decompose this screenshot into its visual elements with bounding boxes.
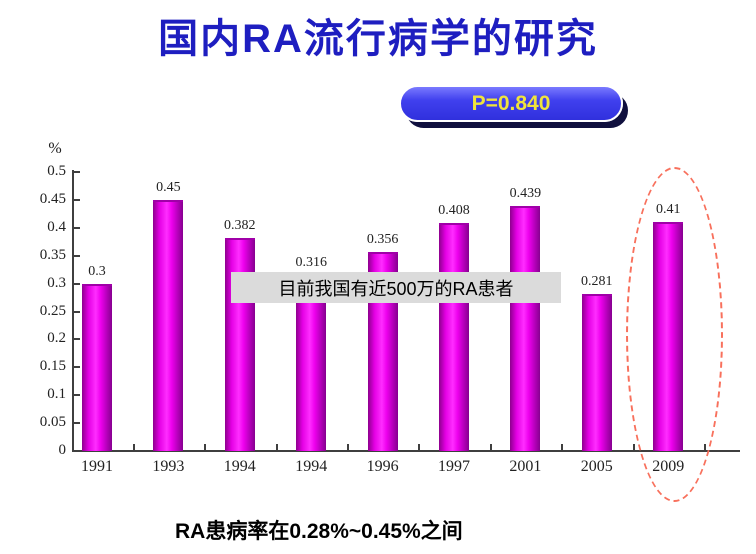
x-axis-category-label: 2005: [580, 458, 613, 475]
bar-2001: [510, 206, 541, 451]
y-axis-tick: [74, 422, 80, 425]
x-axis-tick: [132, 444, 135, 450]
footer-note: RA患病率在0.28%~0.45%之间: [175, 520, 463, 543]
bar-value-label: 0.281: [581, 274, 613, 290]
y-axis-tick: [74, 310, 80, 313]
page-title: 国内RA流行病学的研究: [158, 17, 598, 61]
x-axis-category-label: 1996: [366, 458, 399, 475]
y-axis-tick-label: 0.1: [47, 386, 66, 403]
y-axis-tick: [74, 198, 80, 201]
bar-1997: [439, 223, 469, 451]
x-axis-tick: [275, 444, 278, 450]
p-value-badge: P=0.840: [399, 85, 623, 122]
bar-value-label: 0.45: [156, 179, 181, 195]
y-axis-tick-label: 0.3: [47, 274, 66, 291]
bar-value-label: 0.382: [224, 217, 256, 233]
x-axis-category-label: 1994: [295, 458, 328, 475]
y-axis-tick-label: 0.15: [39, 358, 66, 375]
y-axis-tick-label: 0.2: [47, 330, 66, 347]
bar-1993: [153, 199, 184, 451]
bar-value-label: 0.408: [438, 203, 470, 219]
y-axis-tick-label: 0.5: [47, 163, 66, 179]
y-axis-tick: [74, 254, 80, 257]
y-axis-tick-label: 0.35: [39, 246, 66, 263]
x-axis-tick: [418, 444, 421, 450]
bar-value-label: 0.316: [295, 254, 327, 270]
p-value-label: P=0.840: [471, 91, 551, 115]
x-axis-category-label: 1991: [81, 458, 113, 475]
y-axis-tick: [74, 226, 80, 229]
x-axis-tick: [561, 444, 564, 450]
overlay-note: 目前我国有近500万的RA患者: [231, 272, 561, 303]
y-axis-tick-label: 0.45: [39, 190, 66, 207]
bar-value-label: 0.356: [366, 232, 399, 248]
y-axis-line: [72, 170, 74, 452]
x-axis-category-label: 1997: [438, 458, 470, 475]
x-axis-category-label: 1994: [223, 458, 256, 475]
bar-1991: [82, 283, 112, 451]
bar-value-label: 0.3: [88, 263, 106, 279]
x-axis-tick: [204, 444, 207, 450]
y-axis-tick: [74, 394, 80, 397]
y-axis-tick: [74, 338, 80, 341]
y-axis-tick-label: 0.25: [39, 302, 66, 319]
x-axis-tick: [632, 444, 635, 450]
x-axis-tick: [346, 444, 349, 450]
bar-value-label: 0.439: [509, 186, 542, 202]
y-axis-tick-label: 0.4: [47, 218, 66, 235]
y-axis-unit-label: %: [48, 140, 62, 157]
bar-2005: [581, 294, 612, 451]
y-axis-tick: [74, 366, 80, 369]
y-axis-tick-label: 0: [58, 442, 67, 458]
y-axis-tick: [74, 171, 80, 173]
x-axis-category-label: 2001: [509, 458, 542, 475]
bar-1994: [224, 237, 255, 451]
y-axis-tick: [74, 282, 80, 285]
x-axis-tick: [489, 444, 492, 450]
highlight-ellipse: [626, 167, 723, 502]
x-axis-category-label: 1993: [152, 458, 185, 475]
y-axis-tick-label: 0.05: [39, 414, 66, 431]
y-axis-tick: [74, 450, 80, 452]
x-axis-line: [72, 450, 740, 452]
